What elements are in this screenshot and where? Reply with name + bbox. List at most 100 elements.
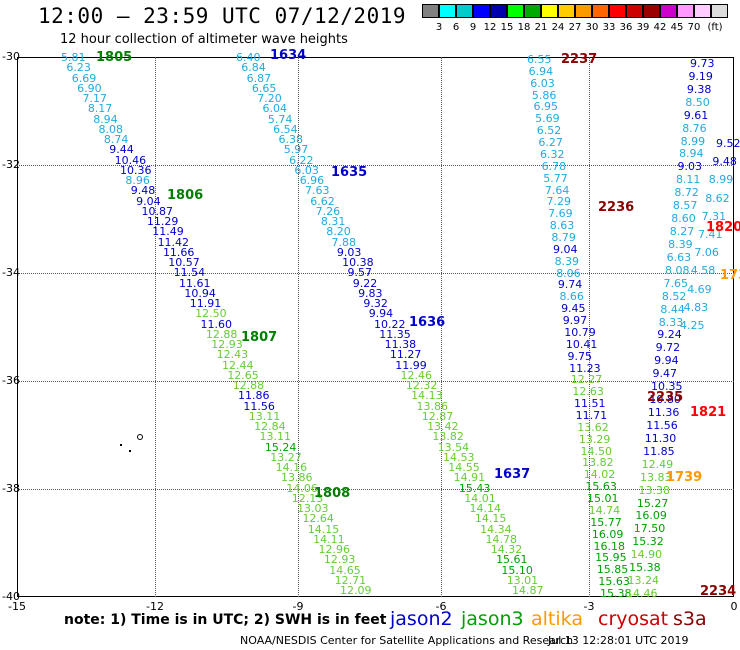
wave-height-value: 10.22 bbox=[374, 317, 406, 331]
island-dot bbox=[137, 434, 143, 440]
wave-height-value: 5.77 bbox=[543, 171, 568, 185]
wave-height-value: 8.33 bbox=[658, 315, 684, 329]
wave-height-value: 15.43 bbox=[458, 481, 491, 495]
wave-height-value: 11.27 bbox=[389, 348, 422, 362]
track-time-label: 1805 bbox=[96, 50, 133, 65]
grid-line-lon bbox=[441, 57, 442, 597]
grid-line-lon bbox=[298, 57, 299, 597]
wave-height-value: 12.13 bbox=[291, 491, 324, 505]
wave-height-value: 8.72 bbox=[674, 186, 699, 200]
lat-label: -40 bbox=[2, 590, 20, 603]
track-time-label: 1636 bbox=[409, 315, 446, 330]
wave-height-value: 8.57 bbox=[672, 199, 698, 213]
wave-height-value: 8.99 bbox=[708, 173, 734, 187]
wave-height-value: 14.02 bbox=[583, 468, 616, 482]
track-time-label: 1807 bbox=[241, 330, 278, 345]
wave-height-value: 15.63 bbox=[598, 575, 630, 589]
wave-height-value: 13.54 bbox=[437, 440, 470, 454]
wave-height-value: 8.20 bbox=[326, 225, 351, 239]
wave-height-value: 8.39 bbox=[668, 237, 693, 251]
wave-height-value: 11.51 bbox=[574, 397, 606, 411]
wave-height-value: 8.94 bbox=[93, 112, 118, 126]
colorbar-label: 18 bbox=[517, 22, 531, 33]
wave-height-value: 15.10 bbox=[501, 563, 533, 577]
wave-height-value: 12.46 bbox=[400, 368, 433, 382]
wave-height-value: 13.38 bbox=[638, 483, 670, 497]
wave-height-value: 4.25 bbox=[680, 319, 705, 332]
wave-height-value: 8.17 bbox=[87, 102, 113, 116]
wave-height-value: 9.32 bbox=[363, 297, 388, 310]
wave-height-value: 6.96 bbox=[299, 174, 325, 187]
satellite-legend-item: jason3 bbox=[461, 608, 524, 630]
colorbar-label: 27 bbox=[568, 22, 582, 33]
colorbar-swatch bbox=[439, 4, 456, 18]
wave-height-value: 11.56 bbox=[243, 399, 275, 413]
wave-height-value: 6.54 bbox=[273, 122, 298, 136]
wave-height-value: 14.32 bbox=[490, 543, 523, 556]
wave-height-value: 9.94 bbox=[368, 307, 394, 321]
wave-height-value: 9.44 bbox=[109, 143, 134, 157]
wave-height-value: 9.22 bbox=[352, 276, 378, 290]
wave-height-value: 15.32 bbox=[632, 535, 664, 549]
wave-height-value: 13.86 bbox=[416, 399, 448, 413]
wave-height-value: 11.42 bbox=[157, 235, 190, 249]
satellite-legend-item: altika bbox=[531, 608, 583, 630]
wave-height-value: 15.77 bbox=[590, 515, 622, 529]
colorbar-label: 30 bbox=[585, 22, 599, 33]
wave-height-value: 8.06 bbox=[556, 266, 581, 280]
wave-height-value: 14.14 bbox=[469, 502, 502, 515]
lon-label: -12 bbox=[146, 600, 164, 613]
wave-height-value: 4.58 bbox=[690, 264, 716, 278]
wave-height-value: 14.55 bbox=[448, 461, 480, 474]
timestamp: Jul 13 12:28:01 UTC 2019 bbox=[548, 634, 689, 647]
wave-height-value: 11.91 bbox=[189, 297, 222, 310]
wave-height-value: 14.53 bbox=[443, 450, 475, 464]
wave-height-value: 6.03 bbox=[294, 163, 319, 177]
wave-height-value: 11.61 bbox=[179, 276, 211, 290]
colorbar-label: 24 bbox=[551, 22, 565, 33]
wave-height-value: 6.90 bbox=[77, 81, 102, 95]
lat-label: -30 bbox=[2, 50, 20, 63]
colorbar-label: 36 bbox=[619, 22, 633, 33]
lat-label: -34 bbox=[2, 266, 20, 279]
track-time-label: 1806 bbox=[167, 188, 204, 203]
wave-height-value: 11.23 bbox=[569, 361, 601, 375]
colorbar-swatch bbox=[643, 4, 660, 18]
wave-height-value: 7.64 bbox=[544, 183, 570, 197]
wave-height-value: 6.55 bbox=[527, 53, 552, 66]
wave-height-value: 10.35 bbox=[650, 380, 683, 394]
colorbar-label: 45 bbox=[670, 22, 684, 33]
wave-height-value: 9.04 bbox=[552, 242, 578, 256]
wave-height-value: 5.97 bbox=[283, 143, 309, 157]
grid-line-lon bbox=[155, 57, 156, 597]
wave-height-value: 8.66 bbox=[559, 290, 584, 304]
wave-height-value: 9.74 bbox=[557, 278, 583, 292]
wave-height-value: 7.26 bbox=[315, 204, 341, 218]
wave-height-value: 10.36 bbox=[120, 163, 152, 177]
wave-height-value: 8.62 bbox=[705, 191, 730, 205]
wave-height-value: 16.18 bbox=[593, 539, 626, 553]
wave-height-value: 11.60 bbox=[200, 317, 233, 331]
wave-height-value: 8.74 bbox=[103, 133, 129, 146]
wave-height-value: 14.87 bbox=[512, 584, 544, 597]
colorbar-swatch bbox=[456, 4, 473, 18]
wave-height-value: 11.36 bbox=[647, 406, 680, 420]
wave-height-value: 6.22 bbox=[289, 153, 314, 167]
wave-height-value: 14.74 bbox=[588, 503, 621, 517]
wave-height-value: 12.87 bbox=[421, 409, 454, 423]
wave-height-value: 14.65 bbox=[329, 563, 361, 577]
wave-height-value: 8.31 bbox=[320, 215, 346, 228]
wave-height-value: 10.46 bbox=[114, 153, 147, 167]
wave-height-value: 6.78 bbox=[541, 159, 567, 173]
wave-height-value: 10.80 bbox=[649, 393, 681, 407]
wave-height-value: 8.39 bbox=[554, 254, 580, 268]
wave-height-value: 9.73 bbox=[690, 57, 715, 70]
wave-height-value: 13.03 bbox=[297, 502, 329, 515]
wave-height-value: 5.86 bbox=[531, 88, 557, 102]
wave-height-value: 7.31 bbox=[701, 209, 727, 223]
wave-height-value: 11.54 bbox=[173, 266, 206, 280]
colorbar-label: 33 bbox=[602, 22, 616, 33]
satellite-legend-item: cryosat bbox=[598, 608, 669, 630]
lon-label: -9 bbox=[292, 600, 304, 613]
wave-height-value: 14.16 bbox=[275, 461, 308, 474]
